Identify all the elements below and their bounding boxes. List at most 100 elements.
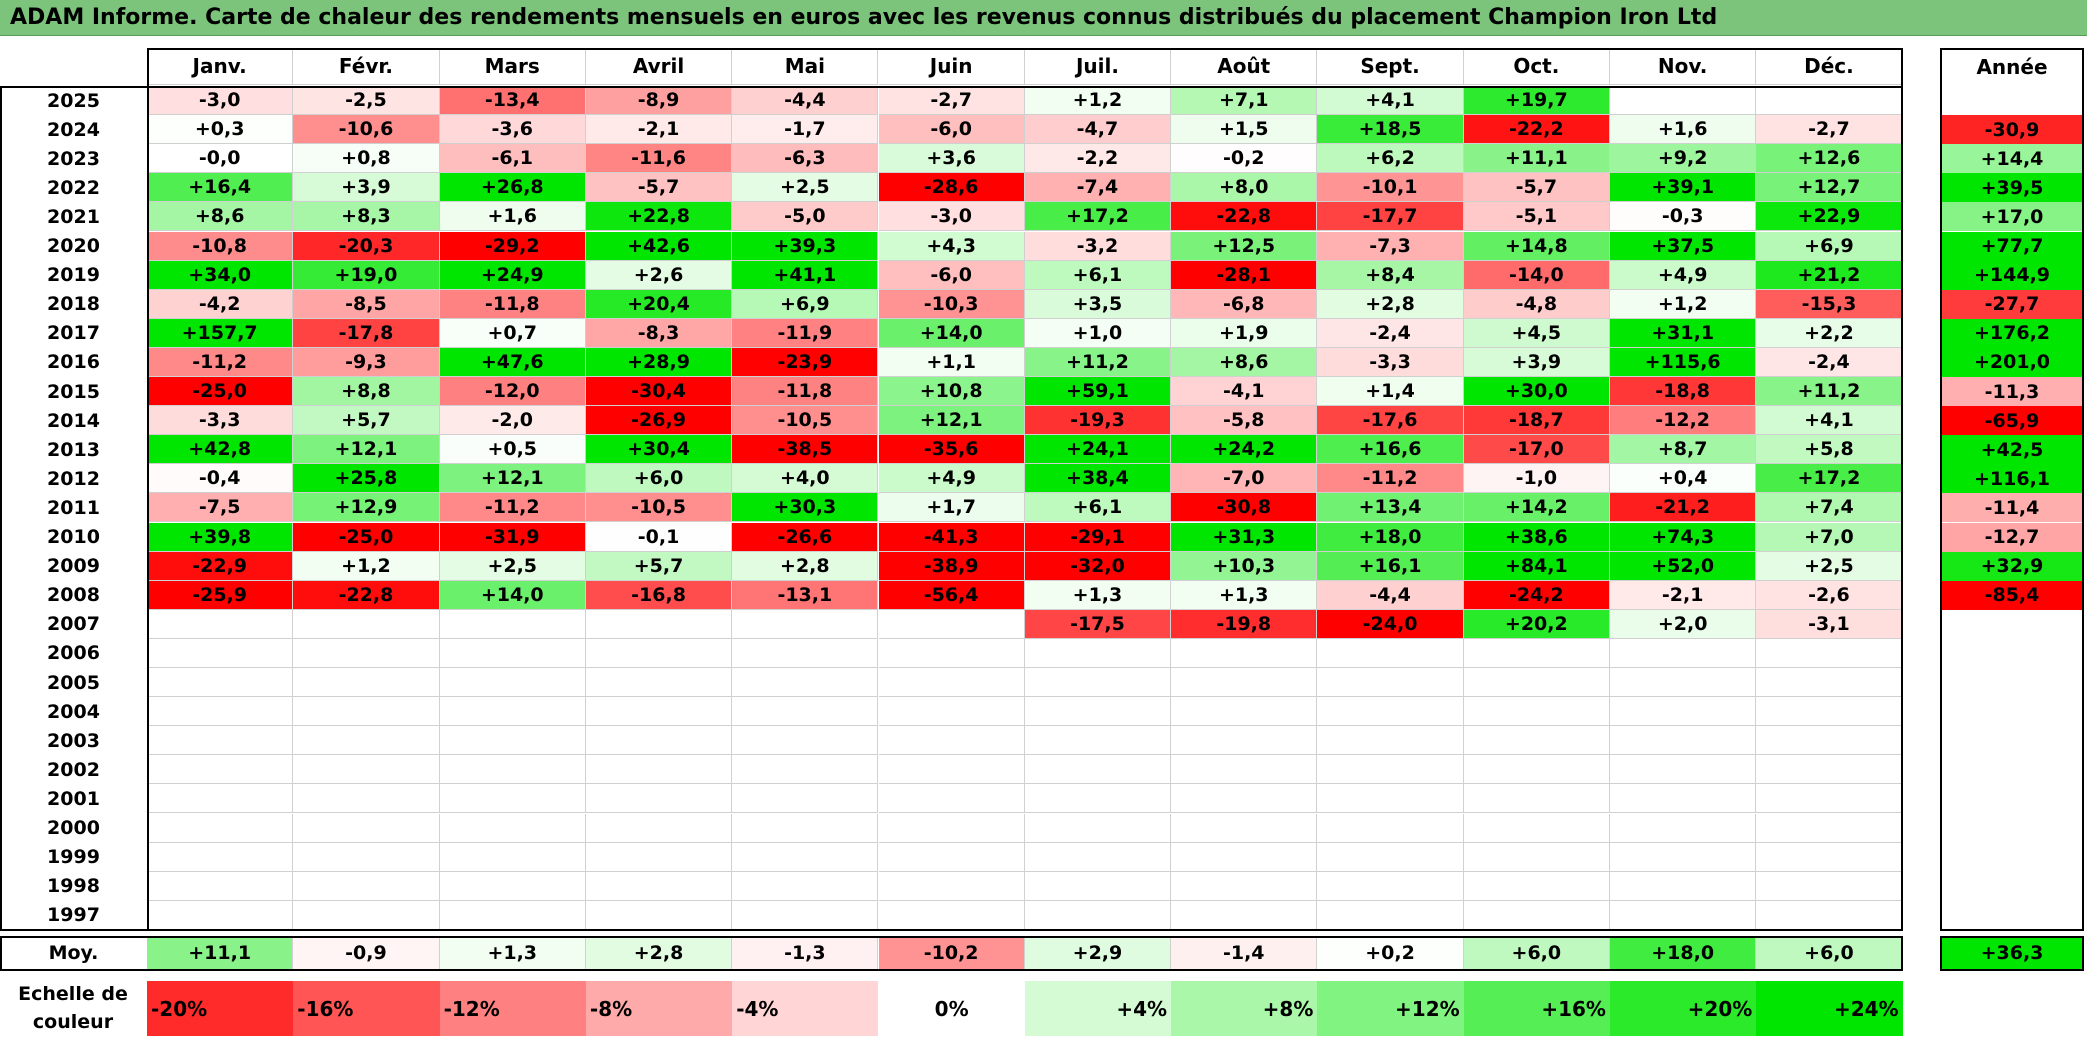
heatmap-cell: +2,8 [732, 551, 879, 581]
heatmap-cell: -5,0 [732, 202, 879, 232]
heatmap-cell: -22,8 [1171, 202, 1318, 232]
heatmap-cell: +3,9 [293, 173, 440, 203]
heatmap-cell [147, 726, 294, 756]
heatmap-cell: +10,8 [878, 377, 1025, 407]
heatmap-cell: -1,7 [732, 115, 879, 145]
heatmap-cell: -7,0 [1171, 464, 1318, 494]
heatmap-cell: -10,8 [147, 231, 294, 261]
year-label: 2003 [47, 729, 100, 752]
heatmap-cell [878, 842, 1025, 872]
heatmap-cell [1610, 842, 1757, 872]
year-label: 2004 [47, 700, 100, 723]
heatmap-cell: +6,1 [1024, 260, 1172, 290]
year-label: 2006 [47, 642, 100, 665]
annual-cell: -85,4 [1940, 580, 2084, 610]
heatmap-cell: +4,9 [1610, 260, 1757, 290]
average-cell: -0,9 [293, 935, 440, 971]
heatmap-cell: +5,7 [585, 551, 733, 581]
heatmap-cell [732, 871, 879, 901]
heatmap-cell: -10,3 [878, 289, 1025, 319]
year-label: 2018 [47, 293, 100, 316]
heatmap-cell [1317, 755, 1464, 785]
annual-cell [1940, 609, 2084, 639]
heatmap-cell: -3,6 [439, 115, 586, 145]
year-label: 2014 [47, 409, 100, 432]
heatmap-cell: +25,8 [293, 464, 440, 494]
heatmap-cell [1756, 726, 1903, 756]
heatmap-cell [1756, 784, 1903, 814]
heatmap-cell: +14,8 [1463, 231, 1610, 261]
heatmap-cell: -5,8 [1171, 406, 1318, 436]
annual-cell: +32,9 [1940, 551, 2084, 581]
heatmap-cell: +12,1 [293, 435, 440, 465]
year-label: 2002 [47, 758, 100, 781]
heatmap-cell: +18,5 [1317, 115, 1464, 145]
heatmap-cell: -4,7 [1024, 115, 1172, 145]
heatmap-cell [293, 755, 440, 785]
heatmap-cell [1171, 638, 1318, 668]
heatmap-cell: +5,7 [293, 406, 440, 436]
heatmap-cell: +37,5 [1610, 231, 1757, 261]
heatmap-cell [1024, 755, 1172, 785]
heatmap-cell: +8,4 [1317, 260, 1464, 290]
heatmap-cell [1756, 668, 1903, 698]
heatmap-cell [147, 668, 294, 698]
heatmap-cell: +39,8 [147, 522, 294, 552]
heatmap-cell [439, 871, 586, 901]
heatmap-cell: +21,2 [1756, 260, 1903, 290]
color-scale-swatch: -20% [147, 981, 294, 1036]
heatmap-cell [1610, 697, 1757, 727]
annual-cell: +116,1 [1940, 464, 2084, 494]
heatmap-cell: -22,2 [1463, 115, 1610, 145]
heatmap-cell: +4,9 [878, 464, 1025, 494]
heatmap-cell [293, 668, 440, 698]
heatmap-cell [585, 871, 733, 901]
heatmap-cell [1171, 697, 1318, 727]
heatmap-cell: +52,0 [1610, 551, 1757, 581]
heatmap-cell [1171, 784, 1318, 814]
heatmap-cell: -2,7 [878, 86, 1025, 116]
heatmap-cell: +84,1 [1463, 551, 1610, 581]
heatmap-cell: -18,7 [1463, 406, 1610, 436]
month-header: Sept. [1317, 48, 1464, 85]
heatmap-cell: +6,2 [1317, 144, 1464, 174]
heatmap-cell [1610, 900, 1757, 930]
heatmap-cell: -8,3 [585, 318, 733, 348]
heatmap-cell: +1,6 [439, 202, 586, 232]
heatmap-cell: +28,9 [585, 347, 733, 377]
heatmap-cell [1610, 668, 1757, 698]
average-cell: +18,0 [1610, 935, 1757, 971]
annual-cell: +144,9 [1940, 260, 2084, 290]
heatmap-cell: +19,7 [1463, 86, 1610, 116]
heatmap-cell: +0,7 [439, 318, 586, 348]
year-label: 2016 [47, 351, 100, 374]
heatmap-cell: +22,9 [1756, 202, 1903, 232]
heatmap-cell: -28,1 [1171, 260, 1318, 290]
heatmap-cell [147, 784, 294, 814]
heatmap-cell [1610, 784, 1757, 814]
heatmap-cell [1463, 668, 1610, 698]
heatmap-cell: -4,8 [1463, 289, 1610, 319]
heatmap-cell [1317, 842, 1464, 872]
heatmap-cell: +14,0 [878, 318, 1025, 348]
heatmap-cell: +12,5 [1171, 231, 1318, 261]
heatmap-cell: +6,9 [732, 289, 879, 319]
heatmap-cell [293, 871, 440, 901]
average-cell: +2,8 [585, 935, 733, 971]
heatmap-cell: +2,5 [1756, 551, 1903, 581]
heatmap-cell: +47,6 [439, 347, 586, 377]
heatmap-cell: -13,4 [439, 86, 586, 116]
heatmap-cell: -21,2 [1610, 493, 1757, 523]
heatmap-cell [147, 609, 294, 639]
heatmap-cell: -0,0 [147, 144, 294, 174]
heatmap-cell: +1,4 [1317, 377, 1464, 407]
year-label: 2022 [47, 176, 100, 199]
year-label: 2009 [47, 555, 100, 578]
heatmap-cell [585, 900, 733, 930]
heatmap-cell: -12,2 [1610, 406, 1757, 436]
heatmap-cell: +14,0 [439, 580, 586, 610]
heatmap-cell: +9,2 [1610, 144, 1757, 174]
heatmap-cell: +34,0 [147, 260, 294, 290]
heatmap-cell [1171, 755, 1318, 785]
year-label: 2015 [47, 380, 100, 403]
